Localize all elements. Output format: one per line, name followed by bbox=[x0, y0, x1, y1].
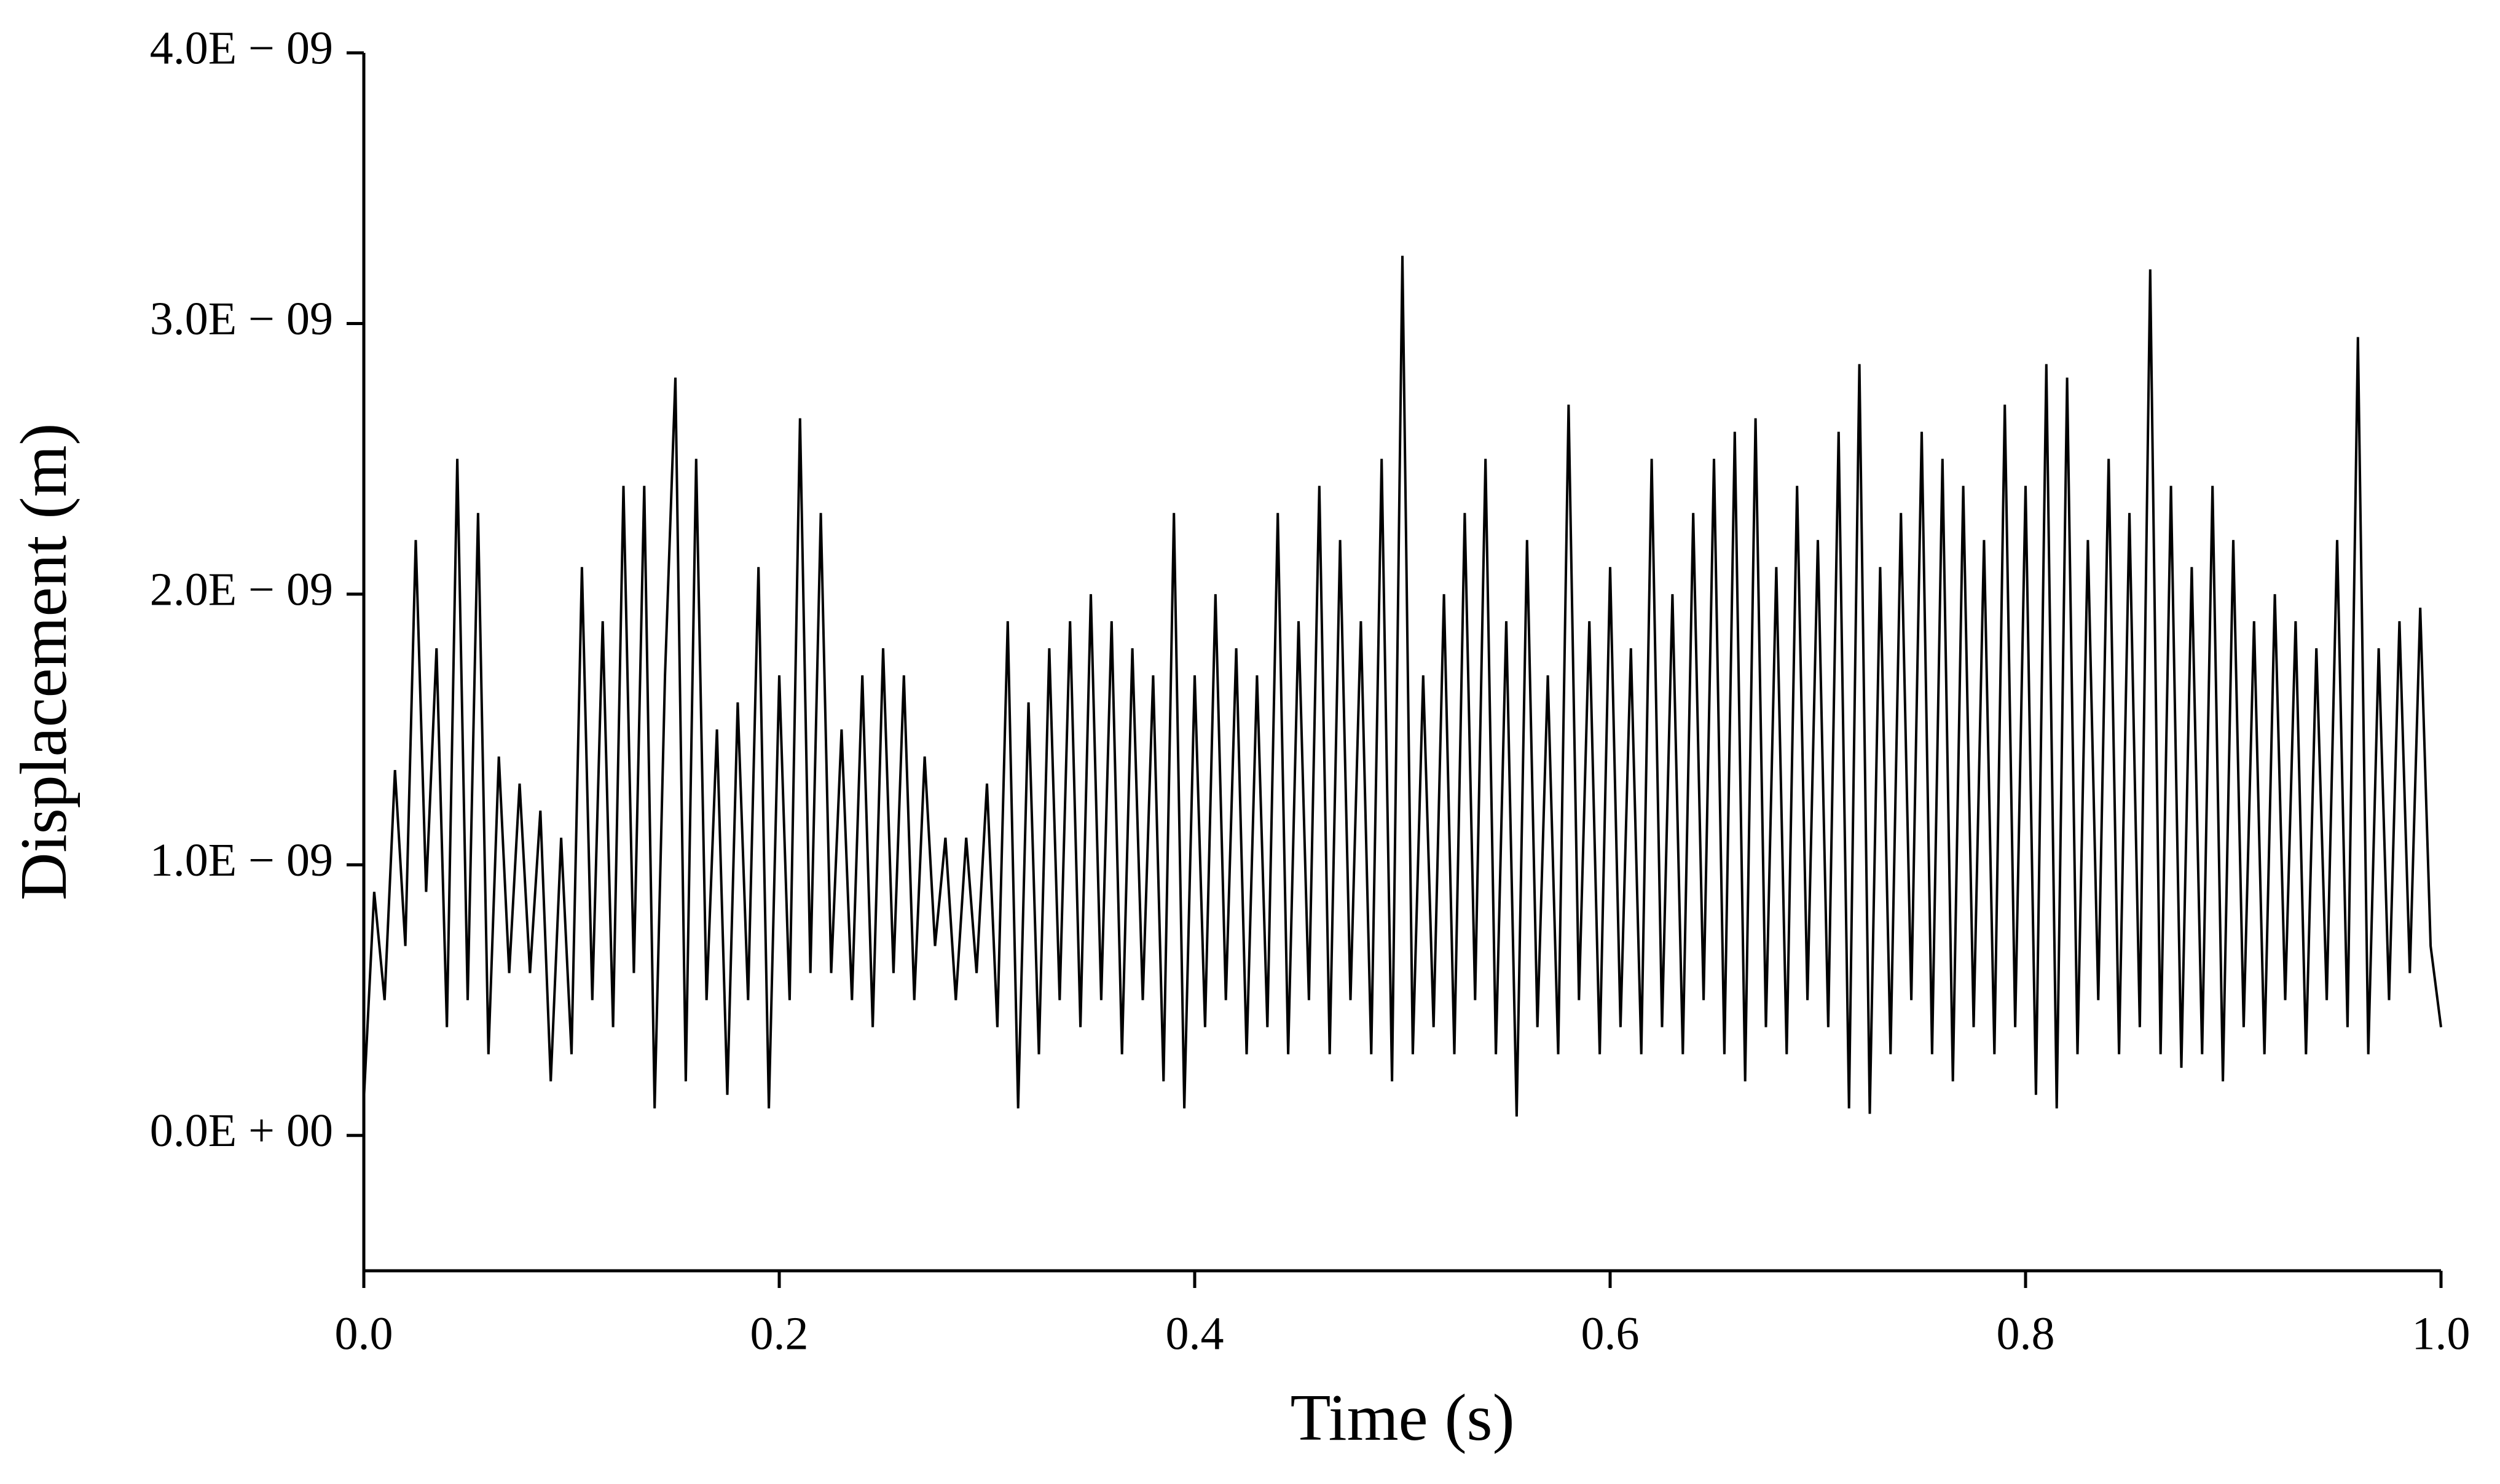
x-tick-label: 0.2 bbox=[750, 1308, 809, 1359]
x-tick-label: 0.8 bbox=[1997, 1308, 2055, 1359]
y-tick-label: 1.0E − 09 bbox=[150, 834, 333, 886]
x-axis-title: Time (s) bbox=[1290, 1381, 1514, 1455]
y-tick-label: 4.0E − 09 bbox=[150, 22, 333, 74]
y-axis-title: Displacement (m) bbox=[7, 423, 81, 901]
x-tick-label: 0.0 bbox=[335, 1308, 393, 1359]
x-tick-label: 0.6 bbox=[1581, 1308, 1640, 1359]
y-tick-label: 3.0E − 09 bbox=[150, 293, 333, 345]
data-line bbox=[363, 256, 2442, 1117]
x-tick-label: 0.4 bbox=[1166, 1308, 1224, 1359]
y-tick-label: 2.0E − 09 bbox=[150, 563, 333, 615]
x-tick-label: 1.0 bbox=[2412, 1308, 2471, 1359]
y-tick-label: 0.0E + 00 bbox=[150, 1105, 333, 1156]
